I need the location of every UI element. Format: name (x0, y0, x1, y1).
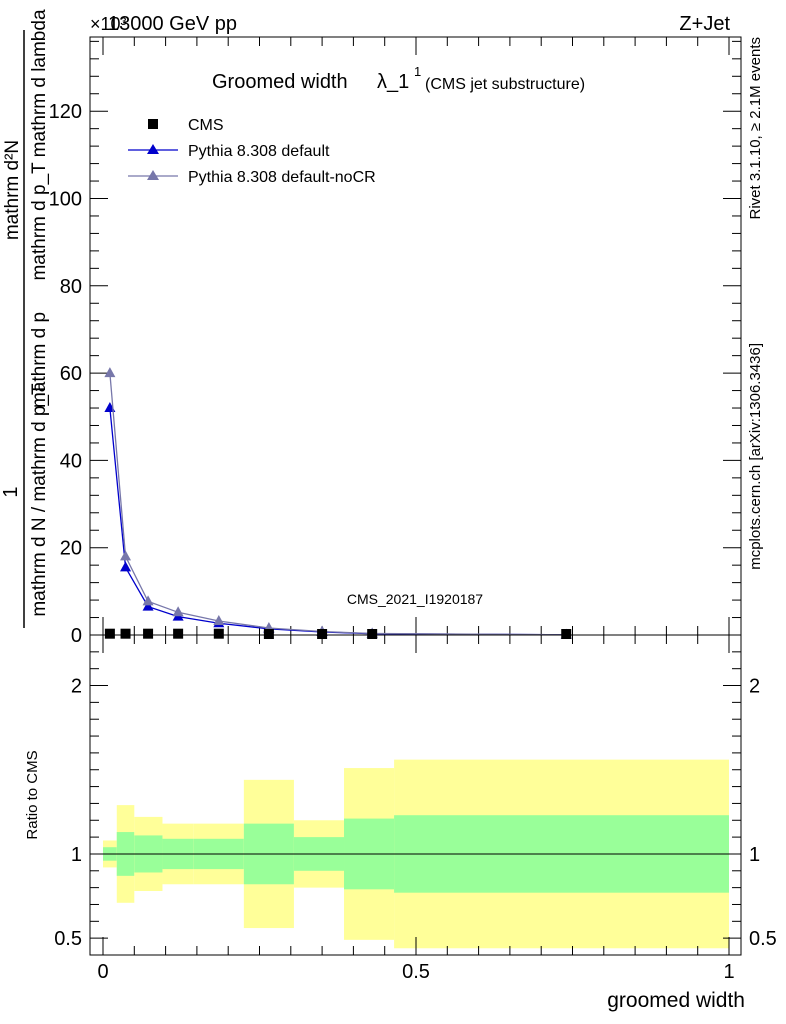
series-point (120, 550, 132, 561)
y-label-numerator: mathrm d²N (2, 140, 23, 240)
process-label: Z+Jet (679, 13, 730, 35)
data-point (213, 628, 224, 639)
ratio-tick-label-right: 2 (749, 676, 760, 698)
y-tick-label: 20 (60, 538, 82, 560)
y-scale-multiplier: ×10³ (90, 14, 127, 34)
legend-label-nocr: Pythia 8.308 default-noCR (188, 169, 376, 186)
legend-marker-cms (148, 119, 158, 129)
y-label-one: 1 (0, 486, 22, 497)
rivet-label: Rivet 3.1.10, ≥ 2.1M events (747, 37, 764, 220)
data-point (104, 628, 115, 639)
series-point (142, 595, 154, 606)
series-line (109, 373, 567, 636)
y-tick-label: 0 (71, 625, 82, 647)
series-point (142, 600, 154, 611)
data-point (143, 628, 154, 639)
y-label-mid: mathrm d p (29, 312, 50, 408)
ratio-tick-label: 0.5 (54, 928, 82, 950)
legend-marker-nocr (147, 170, 159, 180)
series-point (120, 561, 132, 572)
data-point (263, 629, 274, 639)
legend: CMS Pythia 8.308 default Pythia 8.308 de… (128, 117, 376, 186)
ratio-tick-label: 2 (71, 676, 82, 698)
main-series (104, 367, 572, 639)
data-point (317, 629, 328, 639)
x-tick-label: 1 (723, 961, 734, 983)
x-tick-labels: 0 0.5 1 (97, 961, 734, 983)
y-tick-label: 80 (60, 276, 82, 298)
legend-label-cms: CMS (188, 117, 224, 134)
y-tick-label: 100 (49, 189, 82, 211)
ratio-tick-label-right: 1 (749, 844, 760, 866)
y-axis-label: 1 mathrm d N / mathrm d p_T mathrm d p m… (0, 9, 50, 628)
legend-marker-default (147, 144, 159, 154)
analysis-watermark: CMS_2021_I1920187 (347, 591, 483, 607)
title-main: Groomed width (212, 71, 348, 93)
y-tick-label: 120 (49, 101, 82, 123)
data-point (367, 629, 378, 639)
x-tick-label: 0.5 (402, 961, 430, 983)
title-symbol: λ_1 (377, 71, 409, 93)
y-label-rest: mathrm d p_T mathrm d lambda (29, 9, 50, 280)
series-point (104, 367, 116, 378)
y-tick-label: 40 (60, 450, 82, 472)
source-label: mcplots.cern.ch [arXiv:1306.3436] (747, 343, 764, 570)
ratio-tick-label-right: 0.5 (749, 928, 777, 950)
data-point (173, 628, 184, 639)
series-point (104, 402, 116, 413)
energy-label: 13000 GeV pp (108, 13, 237, 35)
x-axis-label: groomed width (607, 989, 745, 1012)
series-point (213, 615, 225, 626)
main-axis-ticks: 0 20 40 60 80 100 120 (49, 37, 741, 647)
legend-label-default: Pythia 8.308 default (188, 143, 330, 160)
series-line (109, 407, 567, 636)
ratio-tick-label: 1 (71, 844, 82, 866)
data-point (561, 629, 572, 639)
ratio-axis-ticks: 0.5 0.5 1 1 2 2 (54, 635, 777, 955)
title-sup: 1 (414, 64, 421, 79)
y-label-denominator: mathrm d N / mathrm d p_T (29, 383, 50, 617)
series-point (172, 606, 184, 617)
data-point (120, 628, 131, 639)
chart-title: Groomed width λ_1 1 (CMS jet substructur… (212, 64, 585, 93)
title-sub: (CMS jet substructure) (425, 76, 585, 93)
x-tick-label: 0 (97, 961, 108, 983)
ratio-y-label: Ratio to CMS (24, 750, 41, 839)
y-tick-label: 60 (60, 363, 82, 385)
